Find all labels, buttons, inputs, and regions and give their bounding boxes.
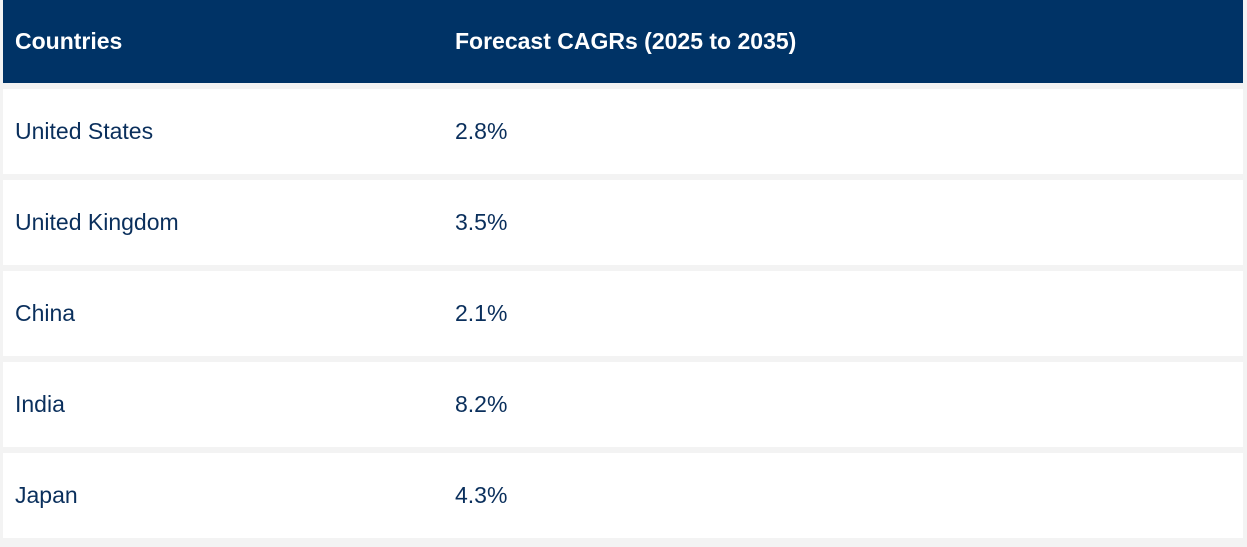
header-countries: Countries (15, 28, 123, 54)
cell-cagr: 4.3% (455, 482, 508, 508)
cell-cagr: 8.2% (455, 391, 508, 417)
table-row: India 8.2% (3, 362, 1243, 447)
cell-cagr: 2.1% (455, 300, 508, 326)
cagr-table: Countries Forecast CAGRs (2025 to 2035) … (3, 0, 1243, 544)
table-row: United States 2.8% (3, 89, 1243, 174)
table-row: Japan 4.3% (3, 453, 1243, 538)
table-header: Countries Forecast CAGRs (2025 to 2035) (3, 0, 1243, 83)
cell-country: India (15, 391, 65, 417)
table-row: China 2.1% (3, 271, 1243, 356)
cell-country: United Kingdom (15, 209, 179, 235)
header-forecast-cagr: Forecast CAGRs (2025 to 2035) (455, 28, 797, 54)
cell-cagr: 2.8% (455, 118, 508, 144)
cell-cagr: 3.5% (455, 209, 508, 235)
table-row: United Kingdom 3.5% (3, 180, 1243, 265)
cell-country: Japan (15, 482, 78, 508)
cell-country: United States (15, 118, 154, 144)
cell-country: China (15, 300, 76, 326)
